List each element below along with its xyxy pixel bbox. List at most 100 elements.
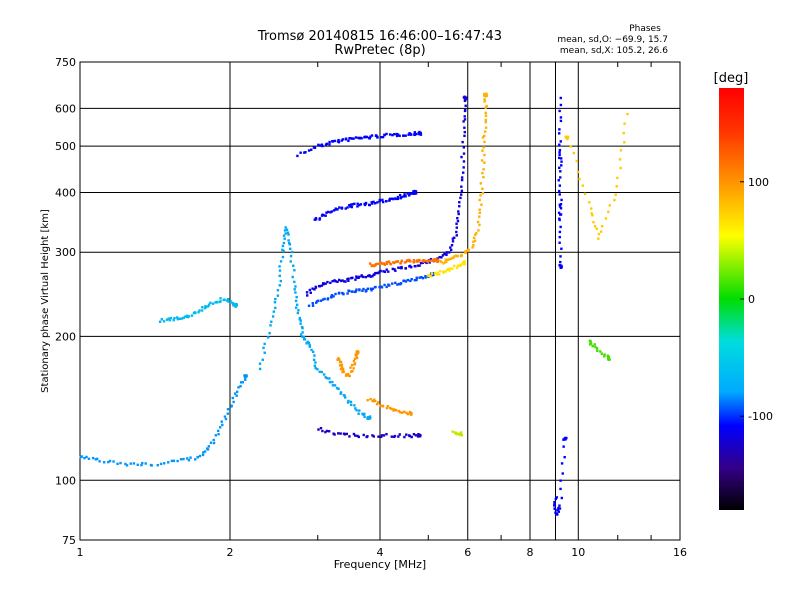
data-point (409, 192, 412, 195)
data-point (85, 455, 88, 459)
data-point (449, 257, 452, 261)
data-point (456, 219, 460, 223)
data-point (281, 244, 285, 248)
data-point (441, 254, 445, 257)
data-point (198, 454, 202, 458)
data-point (553, 507, 557, 511)
data-point (410, 412, 413, 415)
data-point (614, 193, 617, 196)
data-point (112, 460, 115, 463)
data-point (338, 206, 341, 209)
data-point (244, 378, 247, 381)
data-point (193, 458, 197, 461)
data-point (622, 131, 625, 135)
data-point (340, 207, 344, 210)
data-point (354, 136, 358, 139)
data-point (442, 262, 445, 265)
data-point (214, 301, 217, 304)
data-point (626, 112, 629, 116)
data-point (219, 300, 222, 303)
data-point (116, 462, 119, 466)
data-point (484, 126, 488, 129)
data-point (372, 435, 375, 438)
data-point (353, 357, 357, 360)
data-point (340, 139, 343, 142)
data-point (454, 254, 458, 257)
data-point (406, 412, 409, 416)
data-point (226, 412, 230, 415)
data-point (278, 284, 281, 287)
data-point (353, 202, 356, 206)
data-point (318, 217, 322, 220)
data-point (233, 392, 237, 395)
data-point (371, 434, 374, 437)
data-point (393, 133, 396, 136)
data-point (305, 342, 308, 345)
data-point (308, 343, 311, 347)
data-point (448, 267, 452, 270)
data-point (271, 315, 275, 318)
data-point (371, 287, 375, 290)
data-point (366, 399, 369, 402)
data-point (302, 338, 306, 341)
data-point (482, 168, 485, 171)
data-point (415, 278, 418, 282)
data-point (350, 363, 354, 367)
data-point (464, 104, 467, 107)
data-point (463, 118, 467, 121)
data-point (226, 297, 230, 301)
data-point (483, 100, 486, 103)
data-point (401, 411, 404, 414)
data-point (322, 373, 326, 376)
data-point (559, 207, 563, 210)
data-point (397, 282, 401, 286)
data-point (182, 316, 185, 319)
data-point (357, 275, 361, 279)
data-point (388, 284, 391, 287)
data-point (209, 301, 212, 305)
data-point (333, 139, 336, 143)
data-point (281, 248, 284, 252)
data-point (207, 305, 210, 308)
data-point (559, 157, 563, 160)
data-point (341, 138, 345, 141)
data-point (418, 264, 421, 267)
data-point (559, 479, 562, 482)
data-point (313, 218, 317, 221)
data-point (313, 354, 316, 357)
data-point (599, 230, 603, 233)
colorbar-tick-label: -100 (748, 410, 773, 423)
data-point (162, 462, 166, 465)
data-point (334, 280, 337, 283)
data-point (450, 244, 454, 247)
data-point (604, 217, 608, 220)
data-point (269, 324, 272, 327)
data-point (337, 387, 340, 390)
phase-info-line-o: mean, sd,O: −69.9, 15.7 (557, 35, 668, 45)
data-point (108, 459, 112, 463)
data-point (232, 302, 236, 306)
data-point (463, 134, 466, 138)
data-point (464, 250, 467, 253)
data-point (347, 399, 350, 403)
data-point (278, 269, 282, 272)
data-point (560, 462, 564, 465)
data-point (366, 287, 370, 290)
data-point (301, 331, 304, 334)
data-point (371, 202, 374, 205)
data-point (457, 210, 460, 213)
data-point (357, 351, 360, 354)
data-point (335, 386, 339, 390)
data-point (394, 409, 398, 412)
data-point (358, 288, 361, 292)
data-point (337, 138, 340, 142)
data-point (341, 368, 345, 371)
data-point (286, 231, 290, 234)
data-point (394, 281, 397, 285)
data-point (454, 432, 458, 435)
data-point (388, 133, 392, 136)
data-point (310, 148, 313, 151)
colorbar-label: [deg] (714, 71, 749, 86)
data-point (355, 275, 358, 278)
data-point (472, 236, 476, 240)
